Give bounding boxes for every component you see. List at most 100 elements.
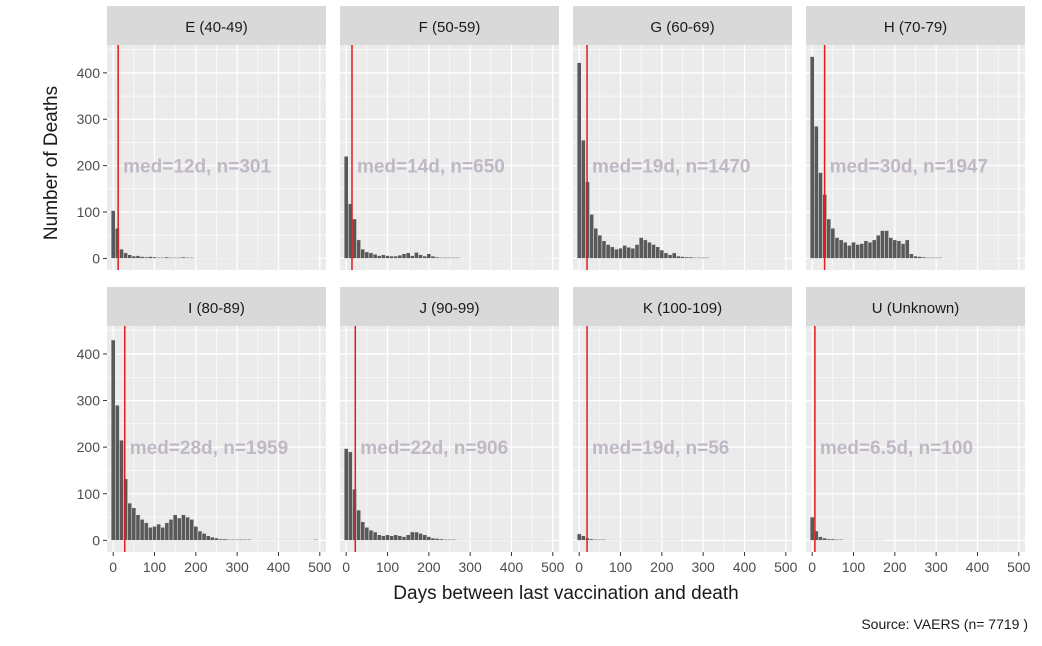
- facet-panel: F (50-59) med=14d, n=650: [340, 6, 559, 270]
- histogram-bar: [235, 539, 239, 540]
- histogram-bar: [423, 256, 427, 258]
- histogram-bar: [223, 539, 227, 540]
- histogram-bar: [868, 242, 872, 258]
- x-tick-label: 500: [308, 559, 332, 575]
- histogram-bar: [627, 247, 631, 258]
- histogram-bar: [373, 532, 377, 540]
- x-axis-label: Days between last vaccination and death: [393, 583, 738, 604]
- histogram-bar: [427, 537, 431, 541]
- histogram-bar: [647, 242, 651, 258]
- median-annotation: med=14d, n=650: [357, 157, 505, 178]
- histogram-bar: [897, 241, 901, 259]
- histogram-bar: [577, 63, 581, 259]
- histogram-bar: [414, 252, 418, 258]
- histogram-bar: [901, 244, 905, 259]
- histogram-bar: [177, 257, 181, 258]
- histogram-bar: [136, 256, 140, 259]
- histogram-bar: [876, 235, 880, 258]
- histogram-bar: [705, 257, 709, 258]
- histogram-bar: [443, 257, 447, 258]
- histogram-bar: [427, 254, 431, 259]
- x-tick-label: 100: [376, 559, 400, 575]
- histogram-bar: [614, 249, 618, 258]
- histogram-bar: [938, 257, 942, 258]
- histogram-bar: [672, 253, 676, 259]
- histogram-bar: [111, 340, 115, 540]
- facet-strip-label: J (90-99): [419, 300, 479, 317]
- y-axis-label: Number of Deaths: [41, 86, 62, 240]
- histogram-bar: [214, 538, 218, 540]
- x-tick-label: 100: [609, 559, 633, 575]
- source-caption: Source: VAERS (n= 7719 ): [861, 616, 1028, 632]
- median-annotation: med=30d, n=1947: [830, 157, 988, 178]
- histogram-bar: [402, 254, 406, 259]
- histogram-bar: [394, 535, 398, 541]
- histogram-bar: [456, 257, 460, 258]
- histogram-bar: [913, 256, 917, 258]
- histogram-bar: [643, 240, 647, 259]
- histogram-bar: [581, 140, 585, 258]
- histogram-bar: [431, 538, 435, 540]
- x-tick-label: 0: [808, 559, 816, 575]
- histogram-bar: [186, 517, 190, 540]
- histogram-bar: [905, 240, 909, 259]
- histogram-bar: [831, 228, 835, 258]
- histogram-bar: [676, 256, 680, 258]
- histogram-bar: [194, 526, 198, 540]
- histogram-bar: [157, 257, 161, 258]
- histogram-bar: [610, 247, 614, 259]
- x-tick-label: 400: [733, 559, 757, 575]
- histogram-bar: [814, 126, 818, 258]
- histogram-bar: [140, 519, 144, 540]
- histogram-bar: [357, 240, 361, 259]
- histogram-bar: [210, 537, 214, 540]
- facet-strip-label: E (40-49): [185, 19, 248, 36]
- histogram-bar: [169, 257, 173, 258]
- histogram-bar: [823, 538, 827, 540]
- x-tick-label: 400: [267, 559, 291, 575]
- histogram-bar: [231, 539, 235, 540]
- histogram-bar: [177, 518, 181, 540]
- histogram-bar: [668, 255, 672, 259]
- histogram-bar: [893, 240, 897, 259]
- histogram-bar: [157, 524, 161, 540]
- y-tick-label: 200: [77, 439, 101, 455]
- histogram-bar: [930, 257, 934, 258]
- median-annotation: med=12d, n=301: [123, 157, 271, 178]
- histogram-bar: [148, 257, 152, 259]
- x-tick-label: 300: [924, 559, 948, 575]
- histogram-bar: [344, 156, 348, 258]
- histogram-bar: [839, 240, 843, 259]
- facet-strip-label: I (80-89): [188, 300, 245, 317]
- facet-strip-label: F (50-59): [419, 19, 481, 36]
- histogram-bar: [934, 257, 938, 258]
- y-tick-label: 300: [77, 111, 101, 127]
- histogram-bar: [847, 245, 851, 258]
- histogram-bar: [381, 536, 385, 541]
- histogram-bar: [926, 257, 930, 258]
- histogram-bar: [864, 241, 868, 259]
- histogram-bar: [435, 538, 439, 540]
- histogram-bar: [111, 211, 115, 259]
- histogram-bar: [872, 240, 876, 259]
- histogram-bar: [377, 256, 381, 259]
- histogram-bar: [602, 241, 606, 259]
- median-annotation: med=19d, n=1470: [592, 157, 750, 178]
- histogram-bar: [827, 219, 831, 258]
- histogram-bar: [398, 536, 402, 541]
- histogram-bar: [198, 531, 202, 540]
- histogram-bar: [173, 515, 177, 541]
- histogram-bar: [594, 539, 598, 540]
- histogram-bar: [140, 257, 144, 259]
- histogram-bar: [581, 536, 585, 541]
- histogram-bar: [685, 257, 689, 258]
- histogram-bar: [443, 539, 447, 540]
- histogram-bar: [161, 527, 165, 540]
- histogram-bar: [664, 253, 668, 259]
- histogram-bar: [697, 257, 701, 258]
- histogram-bar: [385, 256, 389, 259]
